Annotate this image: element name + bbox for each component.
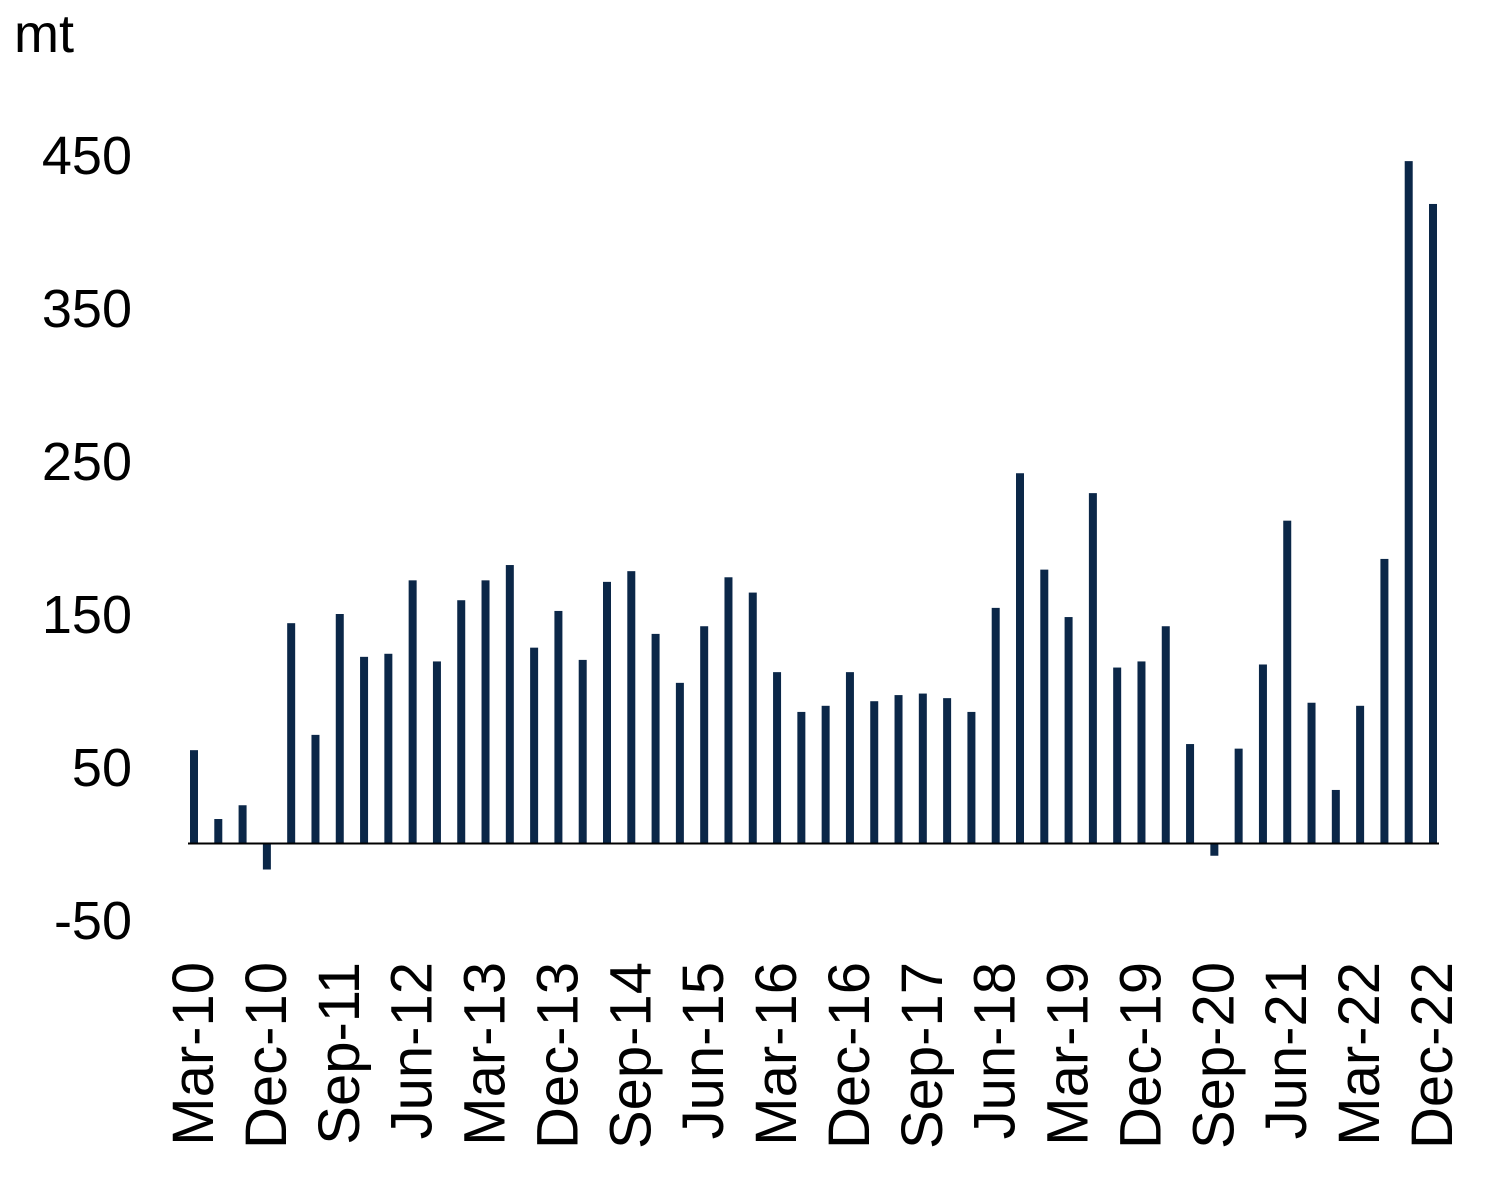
- bar: [1113, 667, 1122, 844]
- bar: [384, 653, 393, 844]
- bar: [1064, 617, 1073, 844]
- x-tick-label: Sep-14: [598, 962, 663, 1149]
- bar: [1331, 789, 1340, 844]
- bar: [651, 633, 660, 844]
- bar: [1258, 664, 1267, 844]
- x-tick-label: Mar-16: [744, 962, 809, 1146]
- x-tick-label: Dec-16: [817, 962, 882, 1149]
- bar: [748, 592, 757, 844]
- bar: [1088, 493, 1097, 844]
- bar: [1186, 744, 1195, 844]
- x-tick-label: Mar-10: [161, 962, 226, 1146]
- bar: [943, 698, 952, 844]
- x-tick-label: Jun-21: [1254, 962, 1319, 1139]
- bar: [1016, 473, 1024, 844]
- bar: [845, 672, 854, 844]
- x-tick-label: Sep-11: [307, 962, 372, 1145]
- bar: [918, 693, 927, 844]
- bar: [554, 610, 563, 844]
- bar: [1429, 203, 1437, 844]
- bar: [724, 577, 733, 844]
- bar: [1356, 705, 1365, 844]
- bar: [408, 580, 417, 844]
- y-tick-label: 250: [42, 432, 132, 492]
- bar: [190, 750, 198, 844]
- bar: [578, 659, 587, 844]
- bar: [432, 661, 441, 844]
- bar: [773, 672, 782, 844]
- y-tick-label: 150: [42, 585, 132, 645]
- x-tick-label: Dec-10: [234, 962, 299, 1149]
- x-tick-label: Mar-19: [1036, 962, 1101, 1146]
- bar: [700, 626, 709, 844]
- bar: [1307, 702, 1316, 844]
- bar: [1040, 569, 1049, 844]
- bar: [870, 701, 879, 844]
- bar: [603, 581, 611, 844]
- y-tick-label: 350: [42, 279, 132, 339]
- x-tick-label: Dec-22: [1400, 962, 1465, 1149]
- bar: [1283, 520, 1292, 844]
- x-tick-label: Sep-17: [890, 962, 955, 1149]
- x-tick-label: Mar-13: [453, 962, 518, 1146]
- bar: [1234, 748, 1243, 844]
- x-tick-label: Jun-12: [380, 962, 445, 1139]
- bar: [675, 682, 684, 844]
- x-tick-label: Dec-19: [1108, 962, 1173, 1149]
- bar: [238, 805, 247, 844]
- bar: [991, 607, 1000, 844]
- bar: [1137, 661, 1146, 844]
- bar: [360, 656, 369, 844]
- x-tick-label: Dec-13: [525, 962, 590, 1149]
- bar: [262, 843, 271, 870]
- y-tick-label: 450: [42, 126, 132, 186]
- bar: [627, 571, 636, 844]
- bar: [530, 647, 539, 844]
- y-tick-label: -50: [54, 891, 132, 951]
- x-tick-label: Jun-15: [671, 962, 736, 1139]
- bar: [457, 600, 466, 844]
- x-tick-label: Mar-22: [1327, 962, 1392, 1146]
- bar: [821, 705, 830, 844]
- bar: [311, 734, 320, 844]
- bar: [1210, 843, 1219, 856]
- bar: [287, 623, 296, 844]
- bar: [481, 580, 490, 844]
- bar: [214, 819, 223, 844]
- bar: [894, 695, 903, 844]
- bar: [505, 565, 514, 844]
- x-tick-label: Sep-20: [1181, 962, 1246, 1149]
- y-tick-label: 50: [72, 738, 132, 798]
- x-tick-label: Jun-18: [963, 962, 1028, 1139]
- bar: [797, 711, 806, 844]
- y-axis-unit: mt: [14, 4, 74, 64]
- bar: [1380, 558, 1389, 844]
- bar: [335, 614, 344, 844]
- bar: [1404, 161, 1413, 844]
- bar: [967, 711, 976, 844]
- bar: [1161, 626, 1170, 844]
